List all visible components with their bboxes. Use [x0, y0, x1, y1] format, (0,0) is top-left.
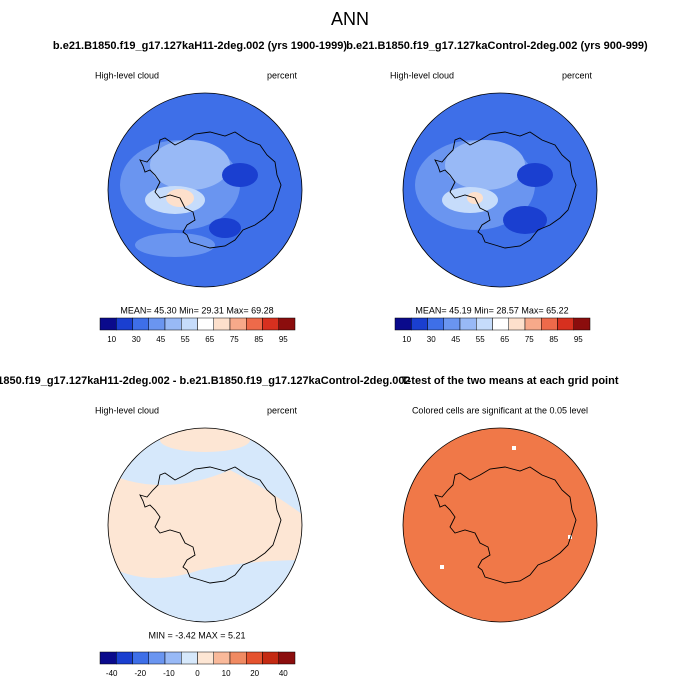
- colorbar-label: 75: [230, 335, 239, 344]
- map: [108, 428, 302, 622]
- colorbar-label: 55: [181, 335, 190, 344]
- colorbar-cell: [213, 651, 231, 665]
- colorbar-cell: [573, 317, 591, 331]
- colorbar-cell: [476, 317, 493, 331]
- units-label: percent: [562, 70, 593, 80]
- colorbar-cell: [492, 317, 509, 331]
- colorbar-cell: [427, 317, 444, 331]
- colorbar-cell: [508, 317, 526, 331]
- colorbar-label: 10: [402, 335, 411, 344]
- colorbar-label: 30: [427, 335, 436, 344]
- colorbar-label: 65: [500, 335, 509, 344]
- colorbar-cell: [197, 651, 214, 665]
- figure-title: ANN: [331, 9, 369, 29]
- stats-label: MIN = -3.42 MAX = 5.21: [148, 630, 245, 640]
- colorbar-cell: [148, 651, 166, 665]
- colorbar-cell: [229, 317, 247, 331]
- colorbar-cell: [246, 317, 263, 331]
- map: [108, 93, 302, 287]
- colorbar-label: 65: [205, 335, 214, 344]
- map: [403, 428, 597, 622]
- colorbar-cell: [246, 651, 263, 665]
- colorbar-cell: [116, 317, 133, 331]
- colorbar-cell: [181, 317, 198, 331]
- colorbar-cell: [278, 317, 296, 331]
- units-label: percent: [267, 405, 298, 415]
- colorbar-label: 75: [525, 335, 534, 344]
- colorbar-cell: [148, 317, 166, 331]
- colorbar-cell: [394, 317, 412, 331]
- colorbar-label: -10: [163, 669, 175, 678]
- colorbar-cell: [99, 651, 117, 665]
- colorbar-cell: [164, 651, 182, 665]
- colorbar-cell: [132, 651, 149, 665]
- significance-label: Colored cells are significant at the 0.0…: [412, 405, 588, 415]
- colorbar-label: -20: [135, 669, 147, 678]
- colorbar-label: 40: [279, 669, 288, 678]
- colorbar-cell: [132, 317, 149, 331]
- colorbar-cell: [116, 651, 133, 665]
- colorbar-label: 10: [107, 335, 116, 344]
- colorbar-cell: [164, 317, 182, 331]
- colorbar-cell: [229, 651, 247, 665]
- colorbar-label: 10: [222, 669, 231, 678]
- colorbar-label: 30: [132, 335, 141, 344]
- colorbar-cell: [213, 317, 231, 331]
- colorbar-cell: [262, 651, 279, 665]
- colorbar-cell: [411, 317, 428, 331]
- colorbar-cell: [99, 317, 117, 331]
- colorbar-cell: [262, 317, 279, 331]
- colorbar-label: -40: [106, 669, 118, 678]
- colorbar-cell: [443, 317, 461, 331]
- colorbar-label: 45: [451, 335, 460, 344]
- units-label: percent: [267, 70, 298, 80]
- colorbar-label: 0: [195, 669, 200, 678]
- panel-title: B1850.f19_g17.127kaH11-2deg.002 - b.e21.…: [0, 375, 411, 387]
- colorbar-cell: [557, 317, 574, 331]
- colorbar-label: 95: [574, 335, 583, 344]
- variable-label: High-level cloud: [95, 405, 159, 415]
- colorbar-label: 85: [254, 335, 263, 344]
- panel-title: b.e21.B1850.f19_g17.127kaH11-2deg.002 (y…: [53, 40, 347, 52]
- map: [403, 93, 597, 287]
- panel-title: T-test of the two means at each grid poi…: [402, 375, 619, 387]
- variable-label: High-level cloud: [95, 70, 159, 80]
- colorbar-cell: [197, 317, 214, 331]
- stats-label: MEAN= 45.19 Min= 28.57 Max= 65.22: [415, 305, 568, 315]
- colorbar-label: 95: [279, 335, 288, 344]
- colorbar-label: 85: [549, 335, 558, 344]
- colorbar-cell: [278, 651, 296, 665]
- colorbar-cell: [524, 317, 542, 331]
- variable-label: High-level cloud: [390, 70, 454, 80]
- panel-title: b.e21.B1850.f19_g17.127kaControl-2deg.00…: [346, 40, 648, 52]
- colorbar-cell: [459, 317, 477, 331]
- colorbar-label: 55: [476, 335, 485, 344]
- colorbar-cell: [541, 317, 558, 331]
- colorbar-cell: [181, 651, 198, 665]
- colorbar-label: 20: [250, 669, 259, 678]
- colorbar-label: 45: [156, 335, 165, 344]
- stats-label: MEAN= 45.30 Min= 29.31 Max= 69.28: [120, 305, 273, 315]
